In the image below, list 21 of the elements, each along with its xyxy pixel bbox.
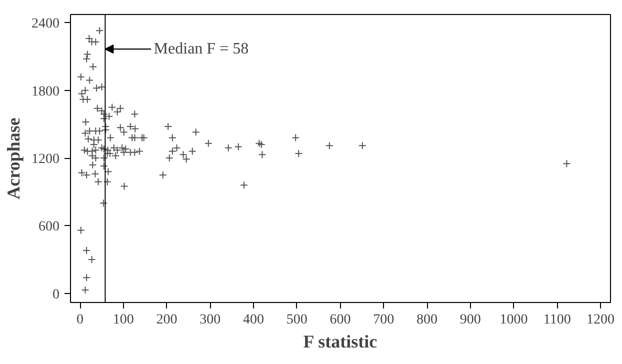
ref-line-label: Median F = 58	[154, 40, 249, 58]
x-tick-label: 700	[373, 312, 394, 328]
x-tick-label: 100	[112, 312, 134, 328]
x-axis-title: F statistic	[303, 332, 378, 352]
x-tick-label: 500	[286, 312, 308, 328]
y-tick-label: 0	[52, 287, 60, 302]
x-tick-label: 1100	[543, 312, 571, 328]
x-tick-label: 800	[416, 312, 438, 328]
x-tick-label: 0	[76, 312, 84, 328]
y-tick-label: 1800	[32, 84, 60, 100]
x-tick-label: 600	[330, 312, 351, 328]
x-tick-label: 1200	[586, 312, 615, 328]
x-tick-label: 300	[200, 312, 221, 328]
x-tick-label: 900	[460, 312, 481, 328]
x-tick-label: 400	[243, 312, 264, 328]
y-axis-title: Acrophase	[4, 118, 24, 200]
x-tick-label: 1000	[500, 312, 528, 328]
y-tick-label: 1200	[32, 152, 60, 168]
x-tick-label: 200	[156, 312, 178, 328]
y-tick-label: 600	[38, 220, 60, 235]
y-tick-label: 2400	[32, 16, 60, 32]
